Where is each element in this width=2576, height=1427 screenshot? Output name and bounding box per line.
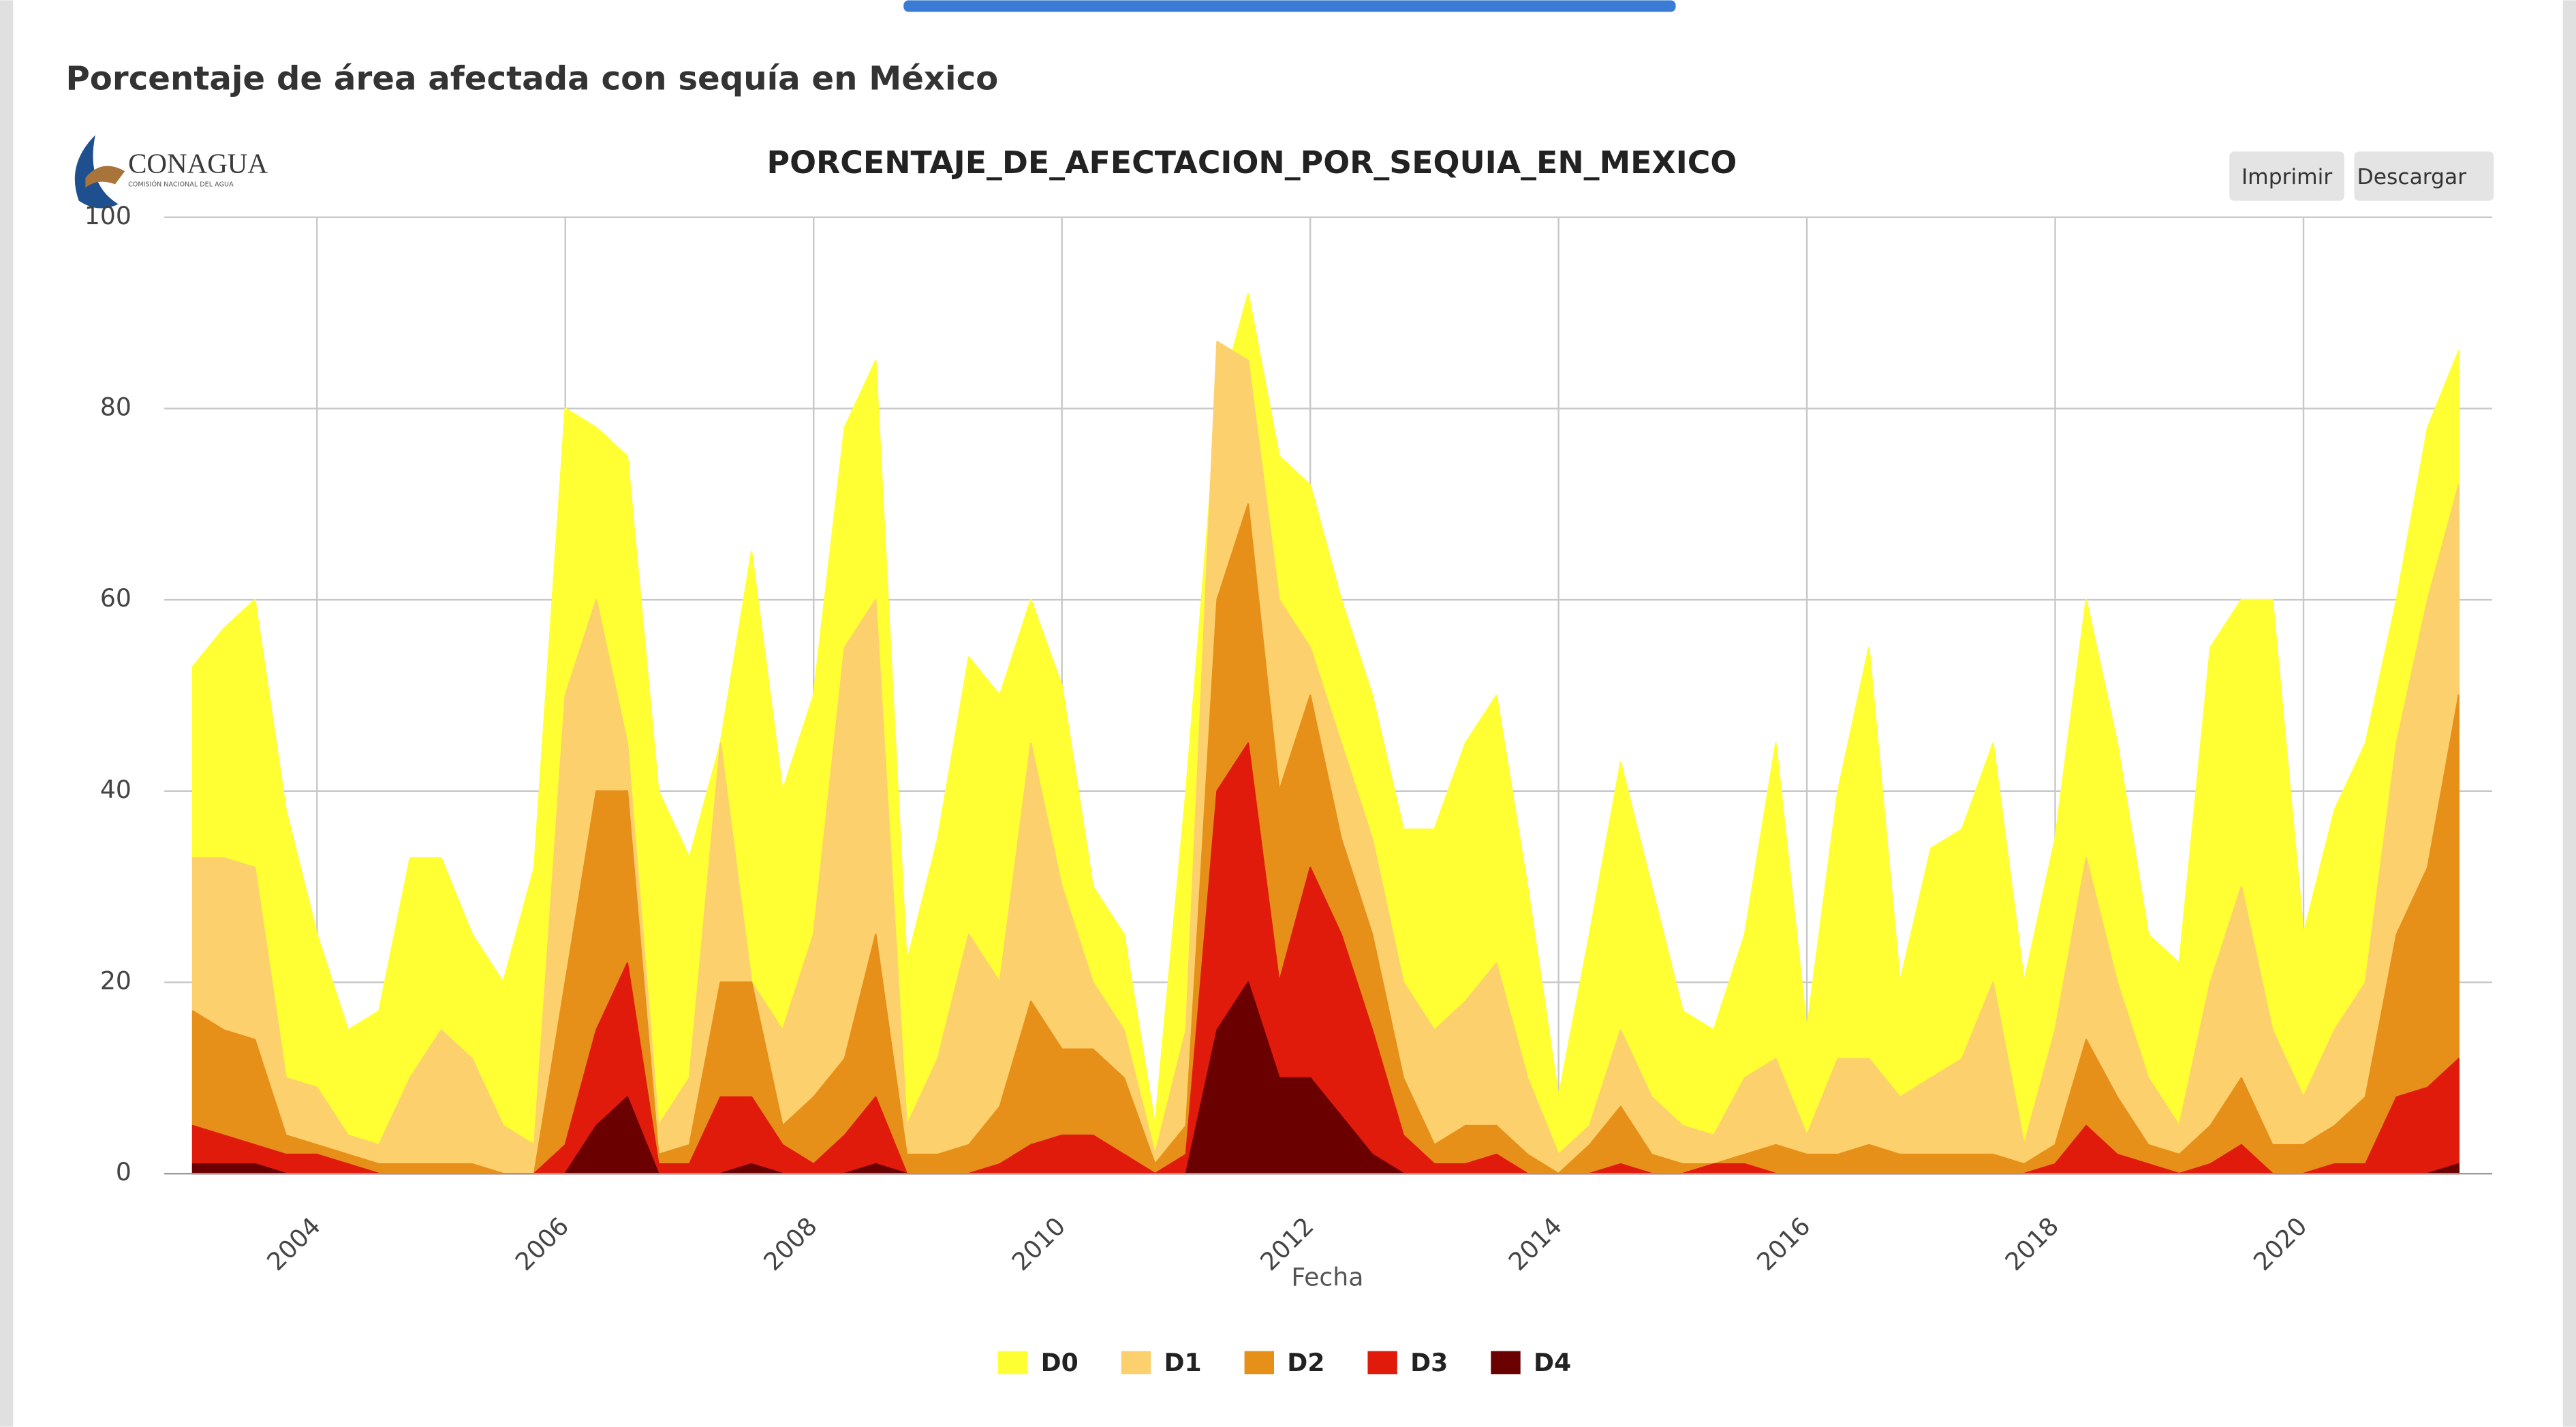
x-tick-label: 2014 xyxy=(1503,1212,1568,1276)
legend-label: D3 xyxy=(1410,1348,1448,1377)
left-border xyxy=(0,0,14,1427)
y-tick-label: 80 xyxy=(100,392,131,421)
x-tick-label: 2016 xyxy=(1751,1212,1816,1276)
legend-label: D0 xyxy=(1041,1348,1078,1377)
legend-swatch xyxy=(1244,1351,1275,1375)
button-bg[interactable] xyxy=(2229,151,2344,201)
y-tick-label: 0 xyxy=(116,1157,131,1186)
y-tick-label: 60 xyxy=(100,583,131,613)
button-label[interactable]: Imprimir xyxy=(2241,165,2332,189)
legend-label: D1 xyxy=(1164,1348,1201,1377)
legend-swatch xyxy=(997,1351,1028,1375)
chart-title: PORCENTAJE_DE_AFECTACION_POR_SEQUIA_EN_M… xyxy=(767,144,1737,181)
x-tick-label: 2018 xyxy=(2000,1212,2064,1276)
x-axis-label: Fecha xyxy=(1291,1263,1363,1292)
area xyxy=(191,503,2460,1175)
logo: CONAGUA COMISIÓN NACIONAL DEL AGUA xyxy=(74,135,268,209)
y-tick-label: 40 xyxy=(100,775,131,804)
print-button[interactable]: Imprimir xyxy=(2229,151,2344,201)
x-tick-label: 2020 xyxy=(2248,1212,2312,1276)
page-title: Porcentaje de área afectada con sequía e… xyxy=(65,60,998,98)
legend-label: D2 xyxy=(1287,1348,1324,1377)
download-button[interactable]: Descargar xyxy=(2354,151,2494,201)
logo-subtitle: COMISIÓN NACIONAL DEL AGUA xyxy=(128,180,234,189)
legend-swatch xyxy=(1367,1351,1397,1375)
legend-swatch xyxy=(1121,1351,1151,1375)
top-bar xyxy=(903,0,1676,12)
y-tick-label: 20 xyxy=(100,966,131,995)
x-tick-label: 2004 xyxy=(261,1212,326,1276)
button-bg[interactable] xyxy=(2354,151,2494,201)
area xyxy=(191,341,2460,1175)
y-tick-label: 100 xyxy=(84,201,131,230)
logo-text: CONAGUA xyxy=(128,147,268,179)
area xyxy=(191,742,2460,1175)
logo-mark xyxy=(85,166,125,188)
x-tick-label: 2010 xyxy=(1006,1212,1071,1276)
x-tick-label: 2008 xyxy=(758,1212,822,1276)
x-tick-label: 2006 xyxy=(510,1212,574,1276)
legend-swatch xyxy=(1491,1351,1521,1375)
right-border xyxy=(2562,0,2576,1427)
legend-label: D4 xyxy=(1534,1348,1571,1377)
logo-mark xyxy=(74,135,119,209)
button-label[interactable]: Descargar xyxy=(2357,165,2467,189)
